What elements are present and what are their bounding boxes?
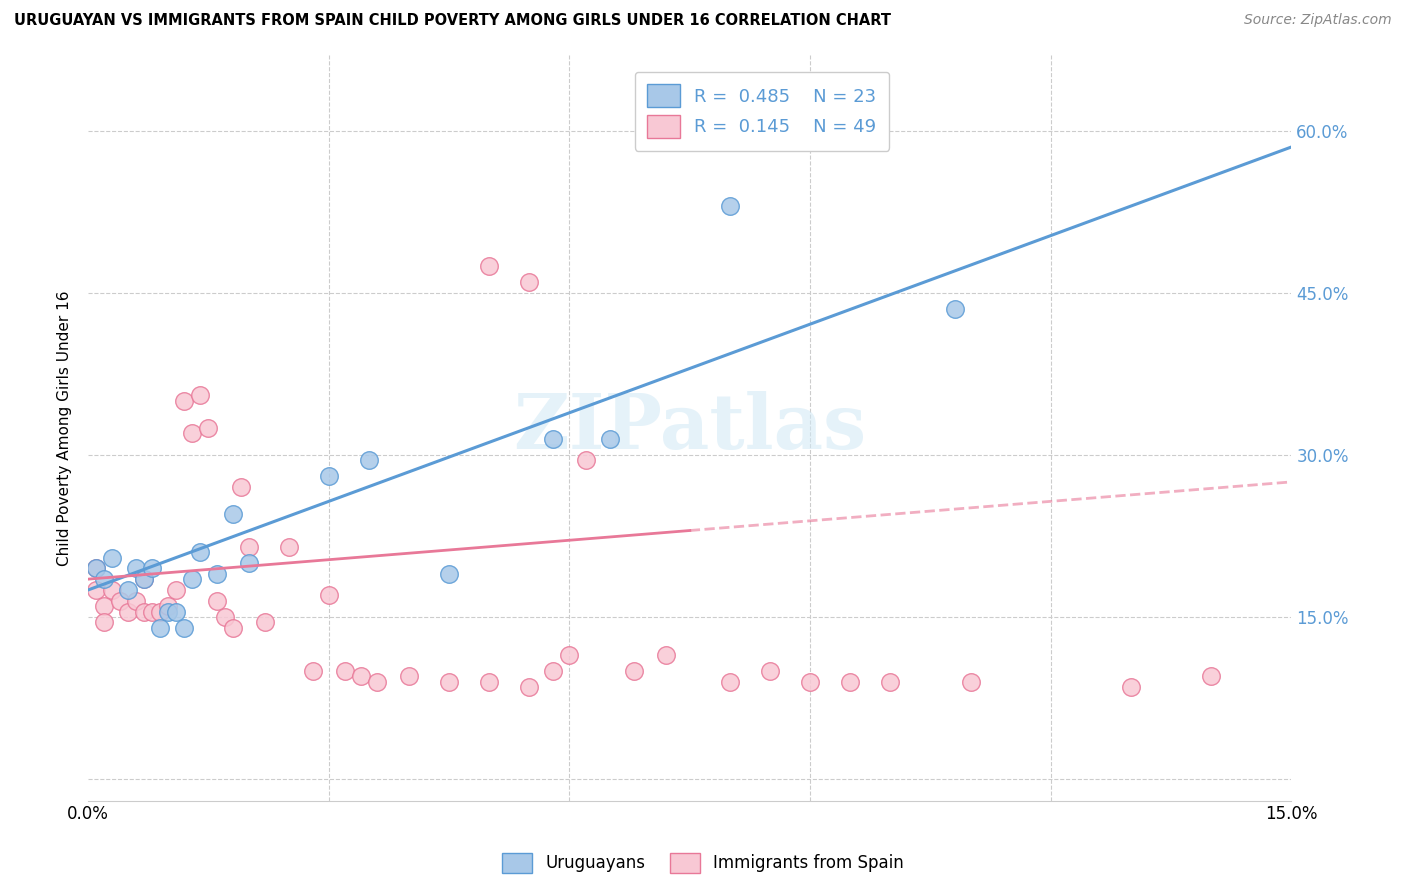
Point — [437, 674, 460, 689]
Point — [84, 561, 107, 575]
Point — [718, 199, 741, 213]
Point — [141, 605, 163, 619]
Point — [149, 605, 172, 619]
Text: Source: ZipAtlas.com: Source: ZipAtlas.com — [1244, 13, 1392, 28]
Point — [478, 674, 501, 689]
Point — [718, 674, 741, 689]
Point — [437, 566, 460, 581]
Point — [214, 610, 236, 624]
Point — [134, 605, 156, 619]
Point — [879, 674, 901, 689]
Point — [301, 664, 323, 678]
Point — [318, 588, 340, 602]
Point — [277, 540, 299, 554]
Point — [141, 561, 163, 575]
Point — [205, 593, 228, 607]
Legend: Uruguayans, Immigrants from Spain: Uruguayans, Immigrants from Spain — [495, 847, 911, 880]
Point — [318, 469, 340, 483]
Point — [398, 669, 420, 683]
Point — [117, 605, 139, 619]
Point — [478, 259, 501, 273]
Point — [943, 301, 966, 316]
Point — [558, 648, 581, 662]
Point — [93, 599, 115, 614]
Point — [1119, 680, 1142, 694]
Point — [197, 421, 219, 435]
Point — [543, 664, 565, 678]
Point — [84, 582, 107, 597]
Point — [93, 615, 115, 630]
Point — [839, 674, 862, 689]
Point — [221, 621, 243, 635]
Point — [654, 648, 676, 662]
Point — [599, 432, 621, 446]
Point — [238, 540, 260, 554]
Point — [574, 453, 596, 467]
Point — [238, 556, 260, 570]
Point — [157, 599, 180, 614]
Point — [759, 664, 782, 678]
Point — [84, 561, 107, 575]
Point — [350, 669, 373, 683]
Point — [623, 664, 645, 678]
Point — [190, 388, 212, 402]
Point — [253, 615, 276, 630]
Point — [519, 275, 541, 289]
Y-axis label: Child Poverty Among Girls Under 16: Child Poverty Among Girls Under 16 — [58, 290, 72, 566]
Point — [117, 582, 139, 597]
Point — [181, 572, 204, 586]
Point — [157, 605, 180, 619]
Point — [205, 566, 228, 581]
Point — [165, 582, 187, 597]
Point — [181, 426, 204, 441]
Point — [366, 674, 388, 689]
Point — [1199, 669, 1222, 683]
Point — [101, 550, 124, 565]
Point — [125, 593, 148, 607]
Point — [165, 605, 187, 619]
Point — [125, 561, 148, 575]
Text: ZIPatlas: ZIPatlas — [513, 391, 866, 465]
Point — [110, 593, 132, 607]
Point — [221, 508, 243, 522]
Legend: R =  0.485    N = 23, R =  0.145    N = 49: R = 0.485 N = 23, R = 0.145 N = 49 — [636, 71, 889, 151]
Text: URUGUAYAN VS IMMIGRANTS FROM SPAIN CHILD POVERTY AMONG GIRLS UNDER 16 CORRELATIO: URUGUAYAN VS IMMIGRANTS FROM SPAIN CHILD… — [14, 13, 891, 29]
Point — [333, 664, 356, 678]
Point — [134, 572, 156, 586]
Point — [357, 453, 380, 467]
Point — [799, 674, 821, 689]
Point — [543, 432, 565, 446]
Point — [519, 680, 541, 694]
Point — [190, 545, 212, 559]
Point — [101, 582, 124, 597]
Point — [959, 674, 981, 689]
Point — [93, 572, 115, 586]
Point — [173, 393, 195, 408]
Point — [173, 621, 195, 635]
Point — [149, 621, 172, 635]
Point — [229, 480, 252, 494]
Point — [134, 572, 156, 586]
